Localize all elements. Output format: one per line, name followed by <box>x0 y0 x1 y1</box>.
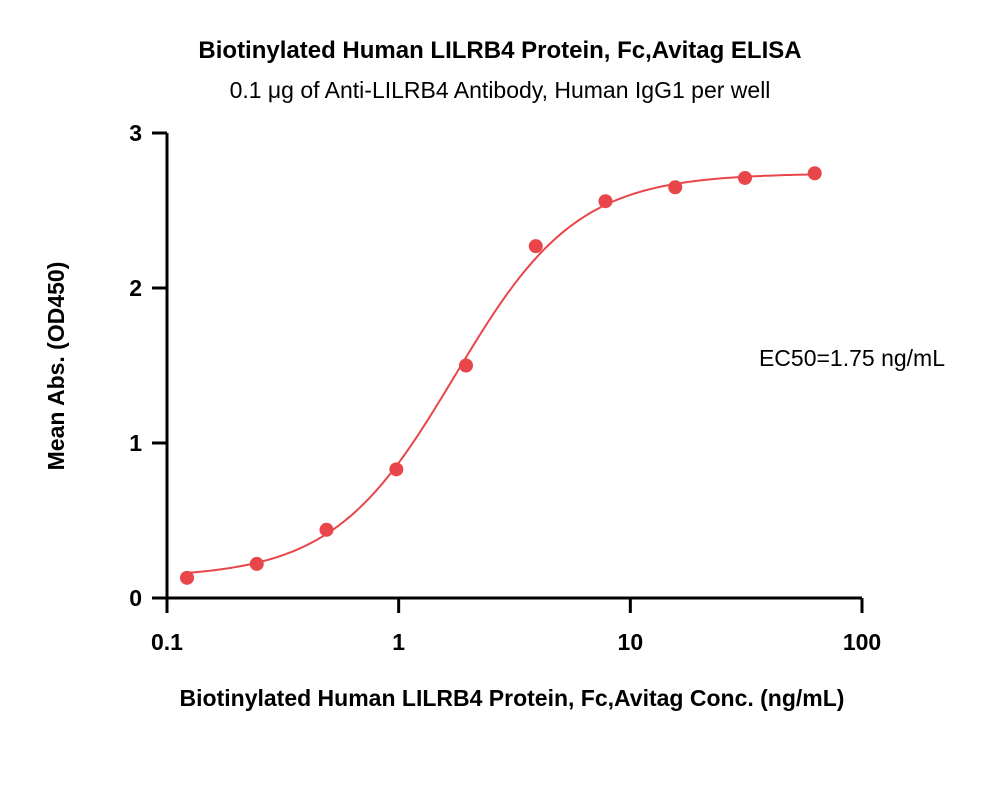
axis-ticks: 0 1 2 3 0.1 1 10 100 <box>129 120 881 655</box>
y-tick-label: 0 <box>129 585 142 611</box>
data-point <box>598 194 613 209</box>
chart-subtitle: 0.1 μg of Anti-LILRB4 Antibody, Human Ig… <box>230 77 771 103</box>
x-tick-label: 0.1 <box>151 629 183 655</box>
chart-title: Biotinylated Human LILRB4 Protein, Fc,Av… <box>198 37 801 64</box>
x-axis-label: Biotinylated Human LILRB4 Protein, Fc,Av… <box>180 685 845 711</box>
data-point <box>319 522 334 537</box>
data-point <box>668 180 683 195</box>
data-point <box>180 570 195 585</box>
y-tick-label: 2 <box>129 275 142 301</box>
ec50-annotation: EC50=1.75 ng/mL <box>759 345 945 371</box>
x-tick-label: 1 <box>392 629 405 655</box>
fit-curve <box>186 173 815 574</box>
data-point <box>249 556 264 571</box>
x-tick-label: 100 <box>843 629 881 655</box>
data-point <box>528 239 543 254</box>
data-point <box>737 170 752 185</box>
y-tick-label: 3 <box>129 120 142 146</box>
data-point <box>807 166 822 181</box>
y-axis-label: Mean Abs. (OD450) <box>43 262 69 471</box>
data-point <box>389 462 404 477</box>
data-point <box>459 358 474 373</box>
x-tick-label: 10 <box>618 629 644 655</box>
y-tick-label: 1 <box>129 430 142 456</box>
data-points <box>180 166 822 585</box>
